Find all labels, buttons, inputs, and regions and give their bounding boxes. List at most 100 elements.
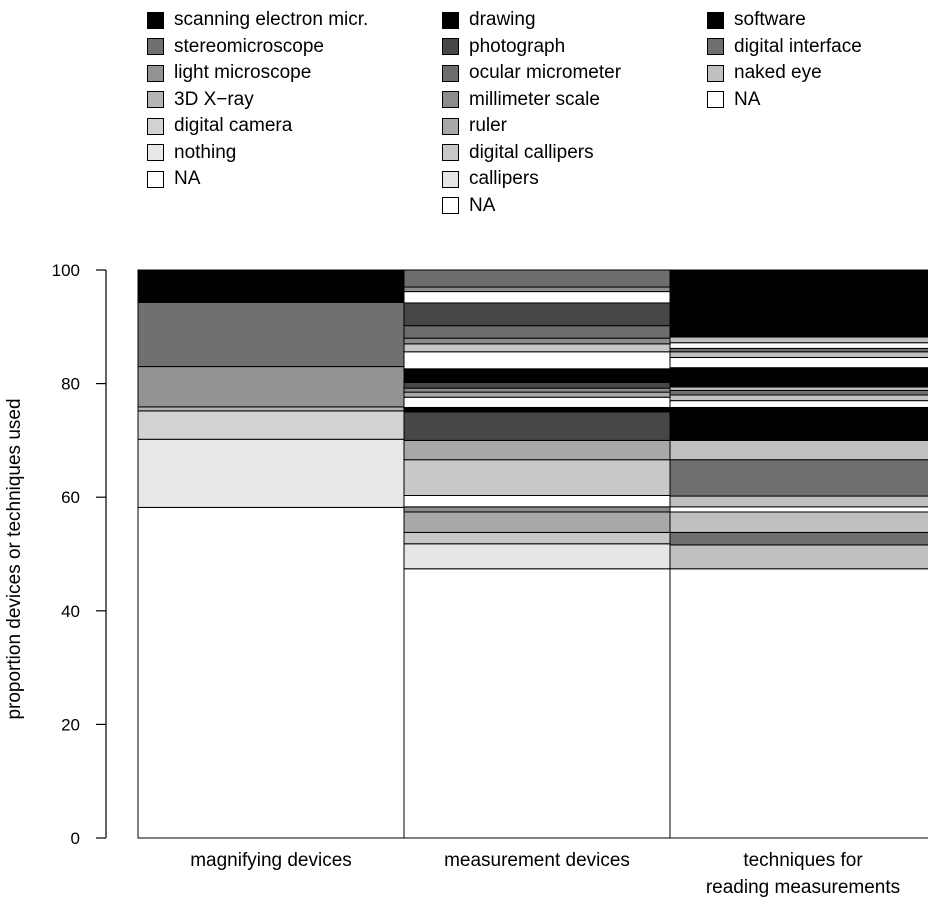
legend-label: digital camera [174, 115, 293, 136]
legend-item: 3D X−ray [147, 87, 368, 114]
legend-label: scanning electron micr. [174, 9, 369, 30]
legend-label: nothing [174, 141, 237, 163]
bar-2-segment-1 [403, 568, 671, 839]
legend-swatch [442, 64, 459, 82]
bar-1-segment-2 [137, 438, 405, 508]
bar-3-segment-15 [669, 356, 928, 369]
legend-item: digital camera [147, 113, 368, 140]
y-tick-label-40: 40 [61, 602, 80, 621]
legend-item: callipers [442, 166, 621, 193]
bar-2-segment-5 [403, 506, 671, 513]
y-tick-label-100: 100 [52, 261, 80, 280]
legend-label: digital callipers [469, 141, 594, 163]
bar-3-segment-6 [669, 495, 928, 508]
legend-swatch [147, 64, 164, 82]
legend-label: software [734, 9, 806, 30]
x-category-label-3: techniques for reading measurements [706, 850, 900, 898]
bar-2-segment-10 [403, 406, 671, 413]
legend-label: ocular micrometer [469, 62, 622, 83]
bar-3-segment-4 [669, 511, 928, 533]
legend-item: nothing [147, 140, 368, 167]
bar-2-segment-4 [403, 511, 671, 533]
bar-3-segment-13 [669, 386, 928, 391]
legend-swatch [442, 38, 459, 56]
bar-3-segment-9 [669, 406, 928, 441]
y-tick-label-0: 0 [71, 829, 80, 848]
legend-label: ruler [469, 115, 508, 136]
legend-item: scanning electron micr. [147, 7, 368, 34]
legend-label: NA [174, 168, 201, 189]
bar-2-segment-6 [403, 494, 671, 508]
bar-2-segment-16 [403, 351, 671, 370]
legend-label: stereomicroscope [174, 35, 324, 57]
bar-2-segment-21 [403, 291, 671, 304]
bar-3-segment-12 [669, 389, 928, 396]
bar-3-segment-19 [669, 336, 928, 344]
bar-2-segment-15 [403, 368, 671, 383]
legend-label: millimeter scale [469, 88, 600, 110]
legend-item: drawing [442, 7, 621, 34]
legend-item: stereomicroscope [147, 34, 368, 61]
legend-label: 3D X−ray [174, 88, 254, 110]
x-category-label-1: magnifying devices [190, 850, 352, 871]
bar-2-segment-12 [403, 391, 671, 398]
legend-item: NA [442, 193, 621, 220]
legend-swatch [147, 144, 164, 162]
legend-item: millimeter scale [442, 87, 621, 114]
bar-3-segment-2 [669, 544, 928, 570]
bar-3-segment-10 [669, 400, 928, 408]
bar-3-segment-17 [669, 347, 928, 353]
bar-2-segment-8 [403, 439, 671, 461]
legend-item: NA [147, 166, 368, 193]
legend-label: naked eye [734, 62, 822, 83]
bar-2-segment-17 [403, 343, 671, 353]
legend-1: scanning electron micr. stereomicroscope l… [147, 7, 368, 193]
bar-2-segment-7 [403, 459, 671, 496]
bar-1-segment-7 [137, 269, 405, 303]
legend-label: NA [734, 88, 761, 110]
legend-swatch [442, 117, 459, 135]
legend-swatch [147, 117, 164, 135]
legend-label: NA [469, 194, 496, 216]
legend-label: light microscope [174, 62, 312, 83]
bar-1-segment-6 [137, 301, 405, 368]
legend-swatch [707, 64, 724, 82]
bar-2-segment-3 [403, 531, 671, 545]
legend-label: photograph [469, 35, 566, 57]
legend-label: digital interface [734, 35, 862, 57]
bar-2-segment-19 [403, 325, 671, 339]
legend-swatch [147, 91, 164, 109]
y-tick-label-20: 20 [61, 715, 80, 734]
legend-item: naked eye [707, 60, 862, 87]
legend-swatch [147, 38, 164, 56]
bar-3-segment-8 [669, 439, 928, 461]
legend-item: digital interface [707, 34, 862, 61]
legend-label: callipers [469, 168, 539, 189]
bar-1-segment-3 [137, 410, 405, 440]
bar-3-segment-14 [669, 367, 928, 388]
bar-2-segment-20 [403, 302, 671, 327]
legend-swatch [442, 144, 459, 162]
legend-item: digital callipers [442, 140, 621, 167]
bar-2-segment-2 [403, 543, 671, 570]
bar-2-segment-11 [403, 396, 671, 408]
legend-item: ocular micrometer [442, 60, 621, 87]
legend-swatch [707, 11, 724, 29]
legend-item: NA [707, 87, 862, 114]
legend-swatch [442, 197, 459, 215]
y-axis-label: proportion devices or techniques used [4, 398, 25, 719]
legend-item: photograph [442, 34, 621, 61]
bar-3-segment-1 [669, 568, 928, 839]
legend-item: light microscope [147, 60, 368, 87]
bar-3-segment-7 [669, 459, 928, 497]
bar-3-segment-16 [669, 351, 928, 358]
bar-3-segment-5 [669, 506, 928, 513]
x-category-label-2: measurement devices [444, 850, 630, 871]
y-tick-label-60: 60 [61, 488, 80, 507]
legend-2: drawing photograph ocular micrometer millim… [442, 7, 621, 219]
legend-swatch [147, 170, 164, 188]
legend-swatch [442, 11, 459, 29]
legend-swatch [147, 11, 164, 29]
legend-3: software digital interface naked eye NA [707, 7, 862, 113]
